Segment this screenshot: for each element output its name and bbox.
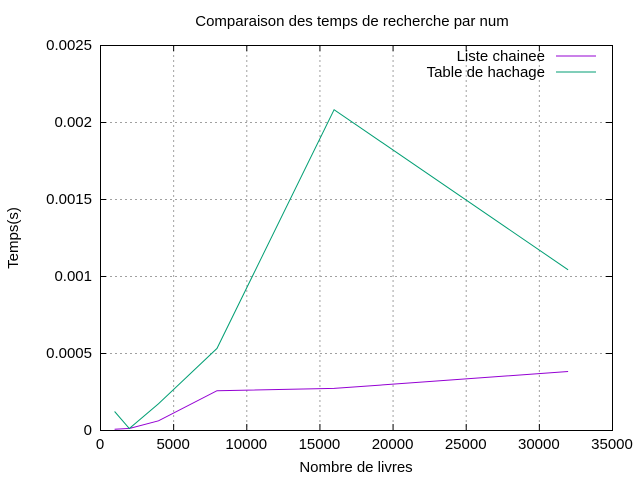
x-tick-label: 30000	[518, 436, 560, 453]
legend-label-table-de-hachage: Table de hachage	[427, 64, 545, 81]
y-tick-label: 0.0015	[46, 191, 92, 208]
x-tick-label: 10000	[225, 436, 267, 453]
y-tick-label: 0.002	[54, 114, 92, 131]
x-tick-label: 20000	[372, 436, 414, 453]
y-tick-label: 0.0005	[46, 345, 92, 362]
x-tick-label: 15000	[299, 436, 341, 453]
series-lines	[114, 108, 569, 430]
y-tick-label: 0	[84, 422, 92, 439]
axis-ticks: 0 5000 10000 15000 20000 25000 30000 35000 0 0.00…	[46, 37, 633, 453]
series-line-liste-chainee	[114, 371, 569, 430]
plot-frame	[100, 45, 613, 431]
chart-title: Comparaison des temps de recherche par n…	[195, 13, 509, 30]
x-tick-label: 35000	[591, 436, 633, 453]
y-axis-title: Temps(s)	[5, 207, 22, 269]
grid	[100, 45, 612, 430]
x-axis-title: Nombre de livres	[299, 459, 412, 476]
x-tick-label: 0	[96, 436, 104, 453]
legend-label-liste-chainee: Liste chainee	[457, 48, 545, 65]
x-tick-label: 5000	[156, 436, 189, 453]
y-tick-label: 0.001	[54, 268, 92, 285]
series-line-table-de-hachage	[114, 108, 569, 430]
y-tick-label: 0.0025	[46, 37, 92, 54]
x-tick-label: 25000	[445, 436, 487, 453]
